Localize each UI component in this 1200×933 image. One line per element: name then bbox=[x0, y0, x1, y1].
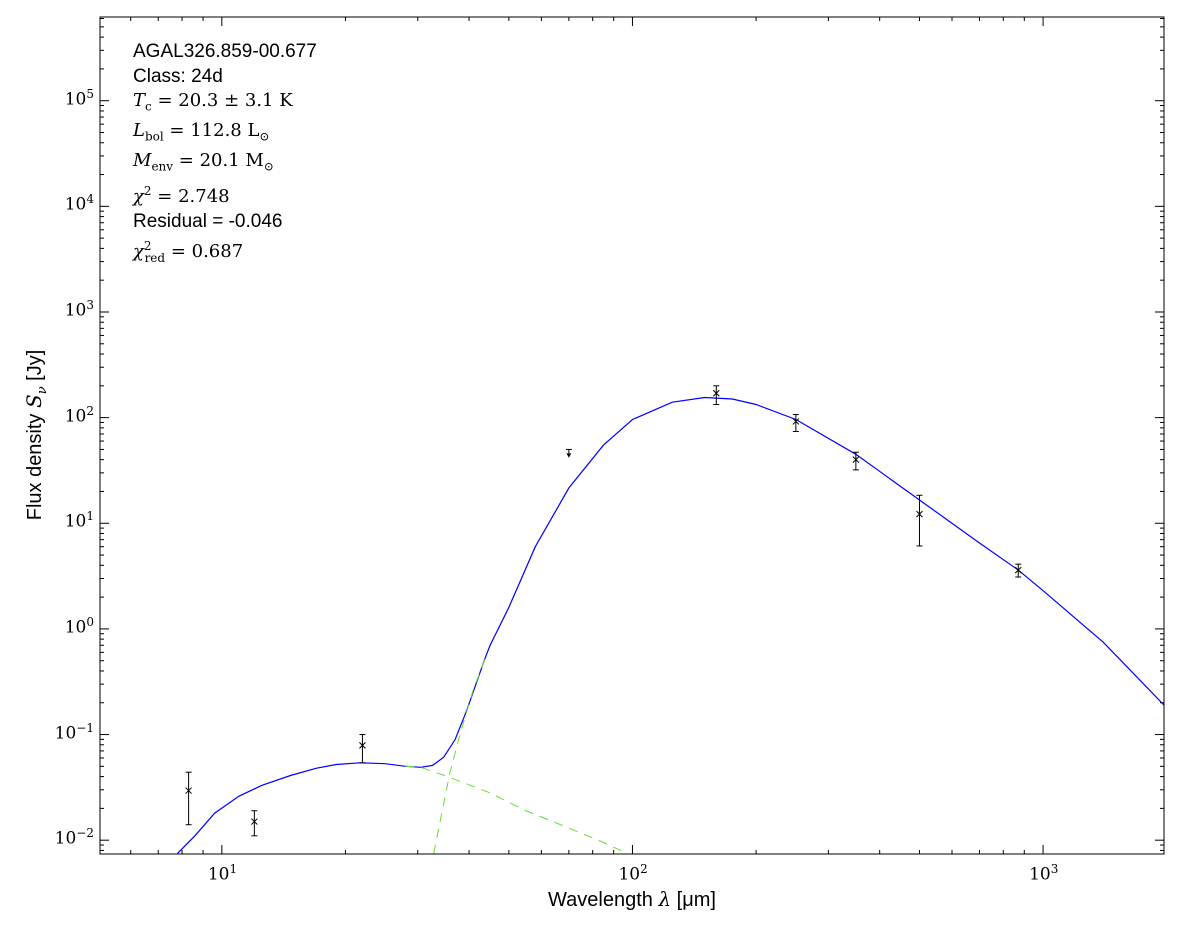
y-tick-label: 102 bbox=[64, 403, 94, 427]
data-point bbox=[792, 418, 800, 425]
y-tick-label: 103 bbox=[64, 297, 94, 321]
x-tick-label: 102 bbox=[618, 862, 648, 885]
y-tick-label: 10−1 bbox=[54, 720, 94, 744]
x-tick-label: 101 bbox=[207, 862, 238, 885]
data-point bbox=[712, 389, 720, 397]
x-tick-label: 103 bbox=[1029, 862, 1059, 885]
y-tick-label: 101 bbox=[64, 509, 94, 532]
upper-limit-arrow bbox=[566, 453, 572, 458]
class-line: Class: 24d bbox=[133, 65, 223, 87]
total-model-line bbox=[177, 396, 1164, 854]
menv-line: Menv = 20.1 M⊙ bbox=[133, 150, 274, 174]
y-tick-label: 104 bbox=[64, 192, 94, 215]
data-point bbox=[359, 742, 366, 749]
chi2-line: χ2 = 2.748 bbox=[133, 184, 230, 208]
data-point bbox=[916, 510, 923, 518]
x-axis-label: Wavelength λ [μm] bbox=[548, 887, 716, 911]
warm-component-line bbox=[405, 765, 628, 854]
plot-frame bbox=[99, 16, 1165, 855]
lbol-line: Lbol = 112.8 L⊙ bbox=[133, 120, 270, 144]
data-point bbox=[185, 787, 192, 794]
data-point bbox=[250, 818, 258, 825]
data-point bbox=[1014, 566, 1022, 574]
data-point bbox=[852, 456, 860, 464]
chi2red-line: χ2red = 0.687 bbox=[133, 239, 244, 265]
cold-component-line bbox=[433, 656, 487, 854]
y-tick-label: 100 bbox=[64, 614, 94, 638]
tc-line: Tc = 20.3 ± 3.1 K bbox=[133, 90, 293, 114]
fit-annotation: AGAL326.859-00.677 Class: 24d Tc = 20.3 … bbox=[133, 40, 317, 270]
residual-line: Residual = -0.046 bbox=[133, 210, 283, 232]
y-axis-label: Flux density Sν [Jy] bbox=[22, 349, 50, 521]
series-group bbox=[177, 396, 1164, 854]
y-tick-label: 10−2 bbox=[54, 826, 94, 849]
source-name: AGAL326.859-00.677 bbox=[133, 41, 317, 62]
y-tick-label: 105 bbox=[64, 86, 94, 110]
